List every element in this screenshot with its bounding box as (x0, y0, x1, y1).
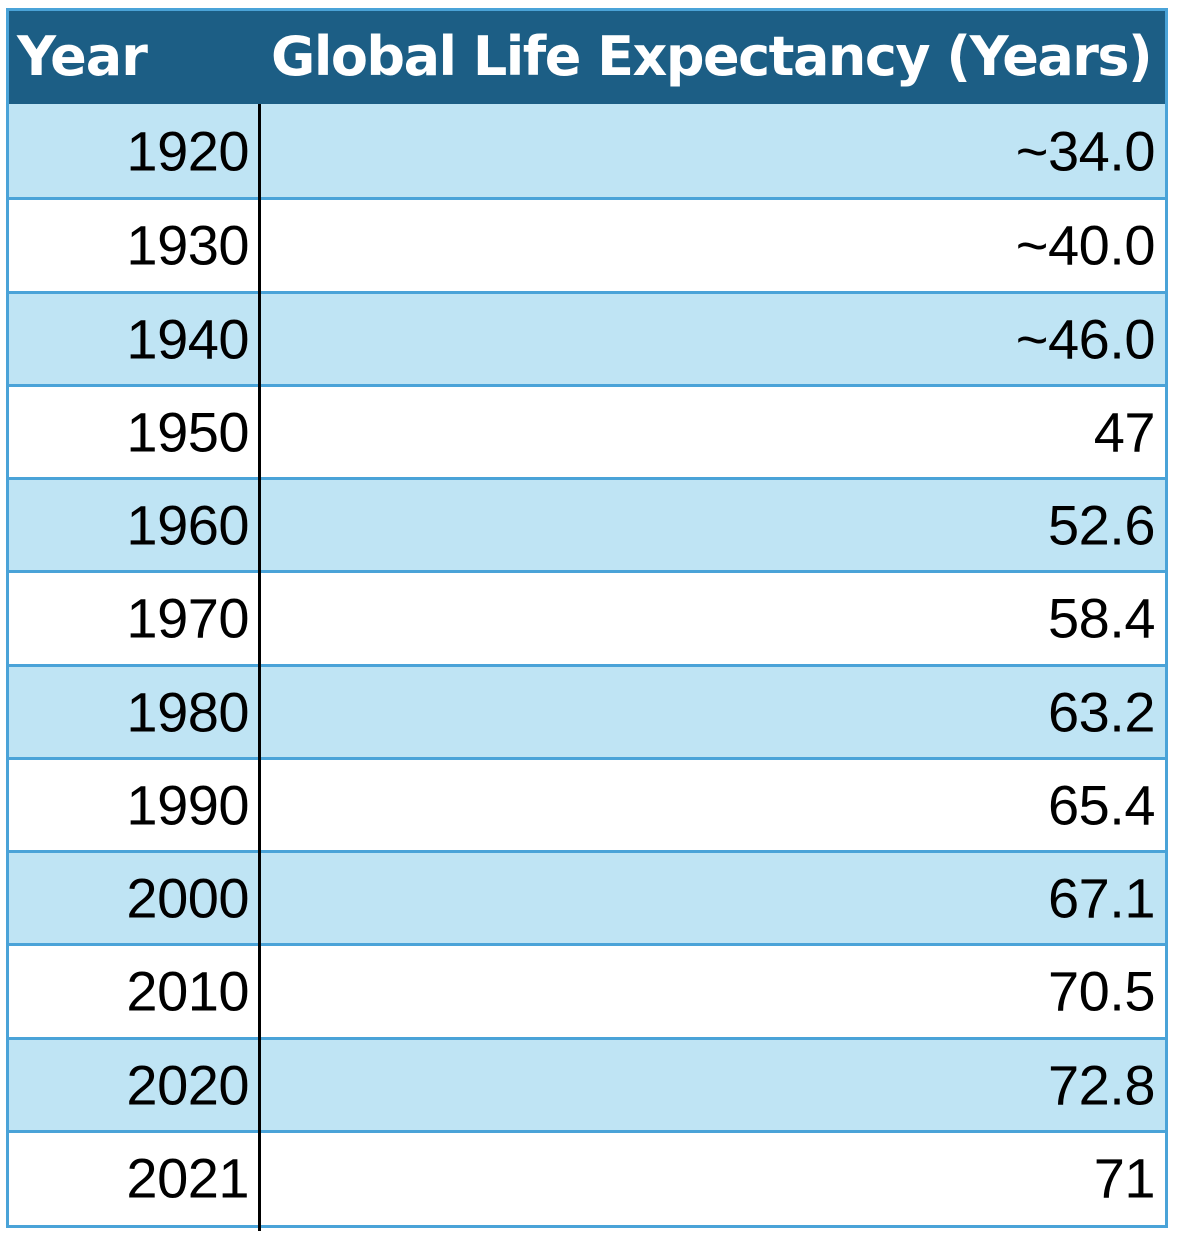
cell-life-expectancy: 63.2 (1048, 680, 1156, 744)
cell-year: 1990 (126, 773, 249, 837)
cell-year: 2021 (126, 1146, 249, 1210)
cell-year: 1950 (126, 400, 249, 464)
table-row: 1990 65.4 (9, 756, 1165, 850)
cell-year: 2020 (126, 1053, 249, 1117)
table-header-row: Year Global Life Expectancy (Years) (9, 11, 1165, 104)
table-row: 1940 ~46.0 (9, 290, 1165, 384)
cell-life-expectancy: ~46.0 (1015, 307, 1156, 371)
cell-life-expectancy: ~34.0 (1015, 119, 1156, 183)
table-row: 2021 71 (9, 1129, 1165, 1223)
cell-life-expectancy: 72.8 (1048, 1053, 1156, 1117)
table-row: 2000 67.1 (9, 850, 1165, 944)
cell-year: 2010 (126, 959, 249, 1023)
cell-life-expectancy: 65.4 (1048, 773, 1156, 837)
table-row: 1980 63.2 (9, 663, 1165, 757)
cell-year: 1940 (126, 307, 249, 371)
cell-life-expectancy: 47 (1093, 400, 1156, 464)
cell-life-expectancy: 67.1 (1048, 866, 1156, 930)
header-year: Year (17, 24, 148, 88)
table-row: 1920 ~34.0 (9, 104, 1165, 198)
table-row: 2020 72.8 (9, 1036, 1165, 1130)
table-row: 2010 70.5 (9, 943, 1165, 1036)
cell-life-expectancy: 58.4 (1048, 586, 1156, 650)
cell-life-expectancy: 52.6 (1048, 493, 1156, 557)
cell-year: 1930 (126, 213, 249, 277)
life-expectancy-table: Year Global Life Expectancy (Years) 1920… (6, 8, 1168, 1231)
cell-life-expectancy: ~40.0 (1015, 213, 1156, 277)
table-row: 1930 ~40.0 (9, 197, 1165, 290)
cell-year: 1960 (126, 493, 249, 557)
cell-year: 1980 (126, 680, 249, 744)
cell-life-expectancy: 70.5 (1048, 959, 1156, 1023)
cell-year: 1920 (126, 119, 249, 183)
cell-year: 2000 (126, 866, 249, 930)
year-column-divider (258, 104, 261, 1231)
cell-year: 1970 (126, 586, 249, 650)
table-body: 1920 ~34.0 1930 ~40.0 1940 ~46.0 1950 47… (9, 104, 1165, 1223)
table-row: 1960 52.6 (9, 477, 1165, 571)
table-row: 1950 47 (9, 383, 1165, 477)
header-life-expectancy: Global Life Expectancy (Years) (271, 24, 1153, 88)
table-row: 1970 58.4 (9, 570, 1165, 663)
cell-life-expectancy: 71 (1093, 1146, 1156, 1210)
